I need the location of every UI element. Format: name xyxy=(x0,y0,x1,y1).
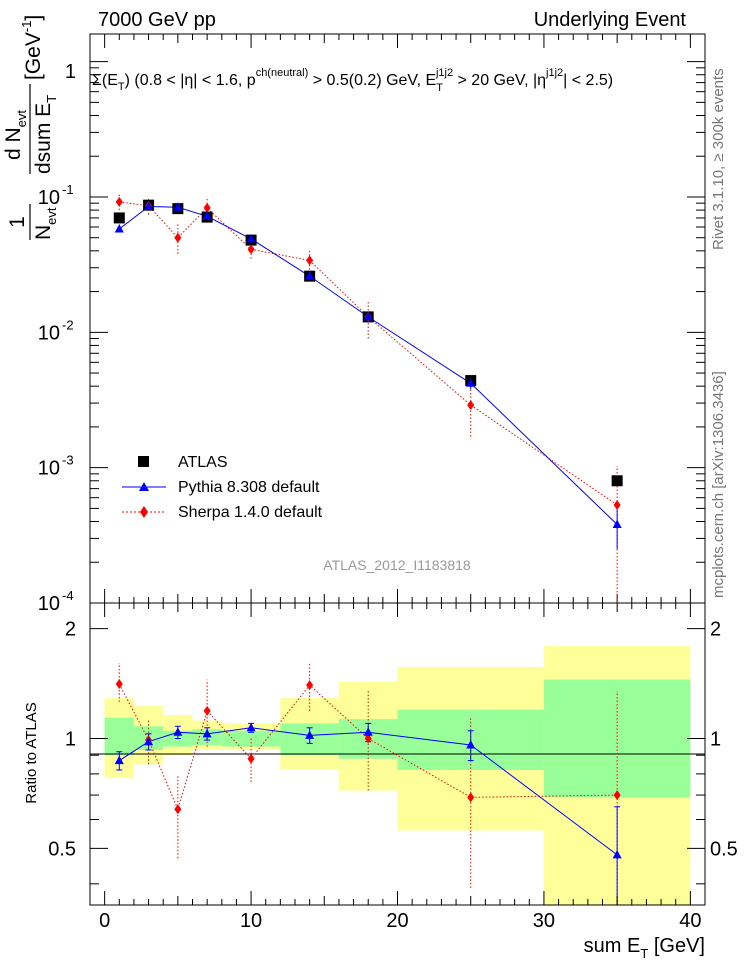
ylabel-n: Nevt xyxy=(32,207,59,240)
title-part: | < 2.5) xyxy=(563,72,613,89)
analysis-id: ATLAS_2012_I1183818 xyxy=(323,557,471,573)
title-sup: j1j2 xyxy=(435,67,453,79)
atlas-point xyxy=(611,475,623,487)
ratio-bands xyxy=(104,646,691,905)
pythia-point xyxy=(363,311,373,321)
main-y-label: 1 Nevt d Nevt dsum ET [GeV-1] xyxy=(2,15,59,240)
ylabel-unit: [GeV-1] xyxy=(19,15,45,80)
y-tick-label: 10 xyxy=(38,458,60,480)
header-left: 7000 GeV pp xyxy=(98,9,216,31)
x-tick-label: 20 xyxy=(386,910,408,932)
sherpa-point xyxy=(613,499,621,510)
header-right: Underlying Event xyxy=(534,9,687,31)
ratio-y-tick-label: 0.5 xyxy=(48,838,76,860)
x-axis-label: sum ET [GeV] xyxy=(584,935,705,961)
sherpa-point xyxy=(174,232,182,243)
main-y-tick-labels: 10-410-310-210-1 xyxy=(38,182,74,615)
pythia-point xyxy=(202,211,212,220)
y-tick-label-exponent: -1 xyxy=(62,182,74,197)
ylabel-dn: d Nevt xyxy=(2,110,29,160)
sherpa-point xyxy=(306,255,314,266)
pythia-point xyxy=(114,223,124,233)
legend: ATLAS Pythia 8.308 default Sherpa 1.4.0 … xyxy=(122,454,323,521)
title-part: ) (0.8 < |η| < 1.6, p xyxy=(125,72,256,89)
rivet-label: Rivet 3.1.10, ≥ 300k events xyxy=(710,68,727,250)
pythia-ratio-point xyxy=(612,849,622,859)
sherpa-ratio-point xyxy=(364,733,372,744)
ratio-ticks xyxy=(90,603,705,905)
sherpa-point xyxy=(247,244,255,255)
ratio-series-marks xyxy=(114,679,622,859)
x-tick-label: 30 xyxy=(533,910,555,932)
title-part: Σ(E xyxy=(92,72,118,89)
legend-label-atlas: ATLAS xyxy=(178,454,228,471)
x-tick-label: 40 xyxy=(679,910,701,932)
ratio-y-tick-label: 1 xyxy=(65,729,76,751)
ylabel-one: 1 xyxy=(6,216,29,228)
legend-marker-atlas xyxy=(138,456,149,467)
sherpa-ratio-point xyxy=(203,705,211,716)
pythia-ratio-point xyxy=(173,727,183,736)
ratio-y-label: Ratio to ATLAS xyxy=(23,702,40,803)
y-tick-label-exponent: -2 xyxy=(62,317,74,332)
legend-marker-pythia xyxy=(139,482,149,491)
y-tick-label: 10 xyxy=(38,593,60,615)
ratio-panel: 0.5 0.5 1 1 2 2 Ratio to ATLAS xyxy=(23,602,738,906)
title-sub: T xyxy=(118,81,125,93)
ylabel-dsum: dsum ET xyxy=(32,95,59,174)
x-tick-labels: 0 10 20 30 40 xyxy=(99,910,701,932)
pythia-point xyxy=(173,202,183,211)
ratio-y-tick-label: 2 xyxy=(65,619,76,641)
ratio-y-tick-labels: 0.5 0.5 1 1 2 2 xyxy=(48,619,738,861)
pythia-ratio-point xyxy=(466,739,476,749)
main-series-marks xyxy=(113,196,623,529)
y-tick-label: 10 xyxy=(38,187,60,209)
atlas-point xyxy=(113,212,125,224)
ratio-y-tick-label-right: 0.5 xyxy=(710,838,738,860)
pythia-ratio-point xyxy=(202,728,212,738)
pythia-point xyxy=(466,378,476,387)
sherpa-ratio-point xyxy=(613,790,621,801)
sherpa-ratio-point xyxy=(306,680,314,691)
legend-label-pythia: Pythia 8.308 default xyxy=(178,479,320,496)
main-panel: 10-410-310-210-1 1 Σ(ET) (0.8 < |η| < 1.… xyxy=(2,15,706,615)
plot-title: Σ(ET) (0.8 < |η| < 1.6, pch(neutral) > 0… xyxy=(92,67,613,94)
y-tick-label-exponent: -3 xyxy=(62,453,74,468)
legend-label-sherpa: Sherpa 1.4.0 default xyxy=(178,504,323,521)
main-series-lines xyxy=(118,192,618,603)
y-tick-label: 10 xyxy=(38,322,60,344)
pythia-point xyxy=(305,271,315,280)
y-tick-label-1: 1 xyxy=(65,61,76,83)
mcplots-label: mcplots.cern.ch [arXiv:1306.3436] xyxy=(710,371,727,598)
sherpa-point xyxy=(203,202,211,213)
pythia-line xyxy=(118,206,618,525)
title-part: > 20 GeV, |η xyxy=(453,72,546,89)
pythia-ratio-point xyxy=(246,722,256,732)
sherpa-point xyxy=(467,400,475,411)
sherpa-point xyxy=(115,196,123,207)
pythia-point xyxy=(612,519,622,529)
title-part: > 0.5(0.2) GeV, E xyxy=(308,72,436,89)
pythia-ratio-point xyxy=(363,727,373,736)
title-sup: ch(neutral) xyxy=(256,67,309,79)
sherpa-ratio-point xyxy=(467,792,475,803)
sherpa-ratio-point xyxy=(247,753,255,764)
pythia-ratio-point xyxy=(305,730,315,739)
legend-marker-sherpa xyxy=(140,506,148,518)
ratio-y-tick-label-right: 2 xyxy=(710,619,721,641)
title-sup: j1j2 xyxy=(545,67,563,79)
title-sub: T xyxy=(436,82,443,94)
x-tick-label: 10 xyxy=(240,910,262,932)
sherpa-ratio-point xyxy=(115,679,123,690)
pythia-point xyxy=(144,201,154,211)
x-tick-label: 0 xyxy=(99,910,110,932)
sherpa-ratio-point xyxy=(174,804,182,815)
ratio-y-tick-label-right: 1 xyxy=(710,729,721,751)
pythia-point xyxy=(246,233,256,243)
pythia-ratio-point xyxy=(144,736,154,746)
ratio-band-green xyxy=(104,717,134,756)
y-tick-label-exponent: -4 xyxy=(62,588,74,603)
pythia-ratio-point xyxy=(114,755,124,765)
